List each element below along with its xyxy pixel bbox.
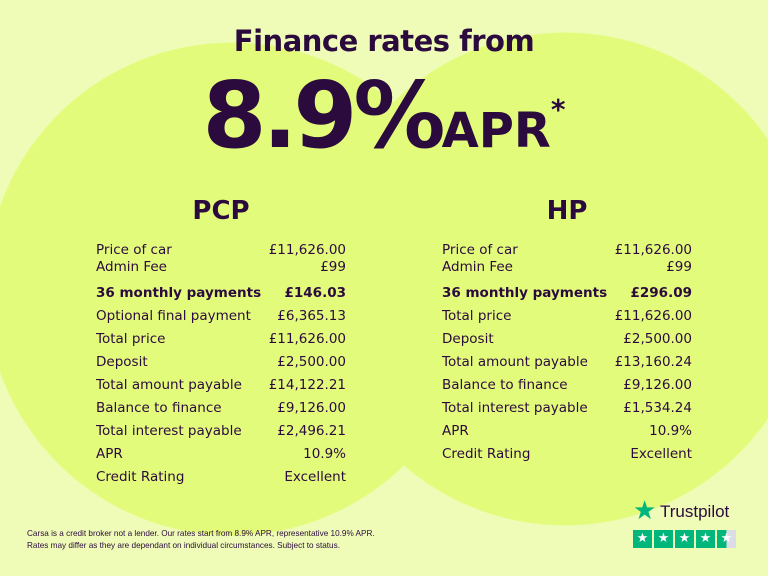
row-label: Credit Rating xyxy=(96,469,185,485)
row-value: £14,122.21 xyxy=(268,377,346,393)
hp-rows: Price of car £11,626.00 Admin Fee £99 36 mon… xyxy=(442,242,692,466)
row-label: 36 monthly payments xyxy=(442,285,608,301)
row-value: Excellent xyxy=(630,446,692,462)
table-row: Deposit £2,500.00 xyxy=(442,328,692,351)
row-label: APR xyxy=(442,423,469,439)
hp-title: HP xyxy=(546,196,588,226)
disclaimer-line: Rates may differ as they are dependant o… xyxy=(27,541,340,550)
row-value: £6,365.13 xyxy=(277,308,346,324)
star-icon: ★ xyxy=(633,530,652,548)
row-value: £11,626.00 xyxy=(268,242,346,258)
row-value: £9,126.00 xyxy=(277,400,346,416)
star-icon: ★ xyxy=(696,530,715,548)
row-value: £99 xyxy=(320,259,346,275)
pcp-table: PCP Price of car £11,626.00 Admin Fee £99 36… xyxy=(96,196,346,489)
apr-label: APR xyxy=(441,103,551,159)
table-row: Price of car £11,626.00 xyxy=(96,242,346,259)
row-value: £11,626.00 xyxy=(614,242,692,258)
row-label: Total price xyxy=(442,308,512,324)
row-label: Price of car xyxy=(442,242,518,258)
row-value: 10.9% xyxy=(649,423,692,439)
table-row: APR 10.9% xyxy=(442,420,692,443)
star-icon: ★ xyxy=(654,530,673,548)
row-value: £296.09 xyxy=(630,285,693,301)
row-label: Total amount payable xyxy=(442,354,588,370)
asterisk: * xyxy=(550,93,566,126)
table-row: APR 10.9% xyxy=(96,443,346,466)
row-label: Deposit xyxy=(442,331,494,347)
row-value: £11,626.00 xyxy=(614,308,692,324)
table-row: Total price £11,626.00 xyxy=(96,328,346,351)
row-value: £99 xyxy=(666,259,692,275)
table-row: Price of car £11,626.00 xyxy=(442,242,692,259)
rate-value: 8.9% xyxy=(202,62,445,169)
row-label: Total amount payable xyxy=(96,377,242,393)
row-label: Optional final payment xyxy=(96,308,251,324)
star-icon: ★ xyxy=(675,530,694,548)
row-label: Admin Fee xyxy=(442,259,513,275)
row-label: Balance to finance xyxy=(442,377,568,393)
trustpilot-rating: ★ ★ ★ ★ ★ xyxy=(633,530,736,548)
row-value: £2,500.00 xyxy=(277,354,346,370)
row-value: £2,500.00 xyxy=(623,331,692,347)
row-label: Price of car xyxy=(96,242,172,258)
trustpilot-badge: ★ Trustpilot ★ ★ ★ ★ ★ xyxy=(633,498,743,550)
pcp-title: PCP xyxy=(192,196,250,226)
row-value: £146.03 xyxy=(284,285,347,301)
table-row: Admin Fee £99 xyxy=(442,259,692,276)
row-value: £2,496.21 xyxy=(277,423,346,439)
row-label: Total price xyxy=(96,331,166,347)
table-row: Total amount payable £13,160.24 xyxy=(442,351,692,374)
table-row: Admin Fee £99 xyxy=(96,259,346,276)
row-label: Admin Fee xyxy=(96,259,167,275)
trustpilot-name: Trustpilot xyxy=(660,502,730,521)
row-label: APR xyxy=(96,446,123,462)
row-value: Excellent xyxy=(284,469,346,485)
row-value: £9,126.00 xyxy=(623,377,692,393)
row-label: Total interest payable xyxy=(96,423,242,439)
table-row: Deposit £2,500.00 xyxy=(96,351,346,374)
table-row: Total price £11,626.00 xyxy=(442,305,692,328)
row-value: 10.9% xyxy=(303,446,346,462)
row-label: Total interest payable xyxy=(442,400,588,416)
table-row: Optional final payment £6,365.13 xyxy=(96,305,346,328)
headline: Finance rates from xyxy=(233,24,535,58)
hp-table: HP Price of car £11,626.00 Admin Fee £99 36 … xyxy=(442,196,692,466)
table-row: 36 monthly payments £296.09 xyxy=(442,282,692,305)
row-value: £11,626.00 xyxy=(268,331,346,347)
table-row: 36 monthly payments £146.03 xyxy=(96,282,346,305)
table-row: Total amount payable £14,122.21 xyxy=(96,374,346,397)
row-value: £1,534.24 xyxy=(623,400,692,416)
table-row: Total interest payable £1,534.24 xyxy=(442,397,692,420)
disclaimer: Carsa is a credit broker not a lender. O… xyxy=(27,528,375,552)
table-row: Balance to finance £9,126.00 xyxy=(442,374,692,397)
table-row: Balance to finance £9,126.00 xyxy=(96,397,346,420)
table-row: Credit Rating Excellent xyxy=(96,466,346,489)
row-label: 36 monthly payments xyxy=(96,285,262,301)
row-label: Deposit xyxy=(96,354,148,370)
table-row: Total interest payable £2,496.21 xyxy=(96,420,346,443)
disclaimer-line: Carsa is a credit broker not a lender. O… xyxy=(27,529,375,538)
row-label: Balance to finance xyxy=(96,400,222,416)
row-label: Credit Rating xyxy=(442,446,531,462)
rate-banner: 8.9%APR* xyxy=(0,62,768,169)
row-value: £13,160.24 xyxy=(614,354,692,370)
table-row: Credit Rating Excellent xyxy=(442,443,692,466)
star-icon: ★ xyxy=(633,496,657,526)
star-icon: ★ xyxy=(717,530,736,548)
pcp-rows: Price of car £11,626.00 Admin Fee £99 36 mon… xyxy=(96,242,346,489)
